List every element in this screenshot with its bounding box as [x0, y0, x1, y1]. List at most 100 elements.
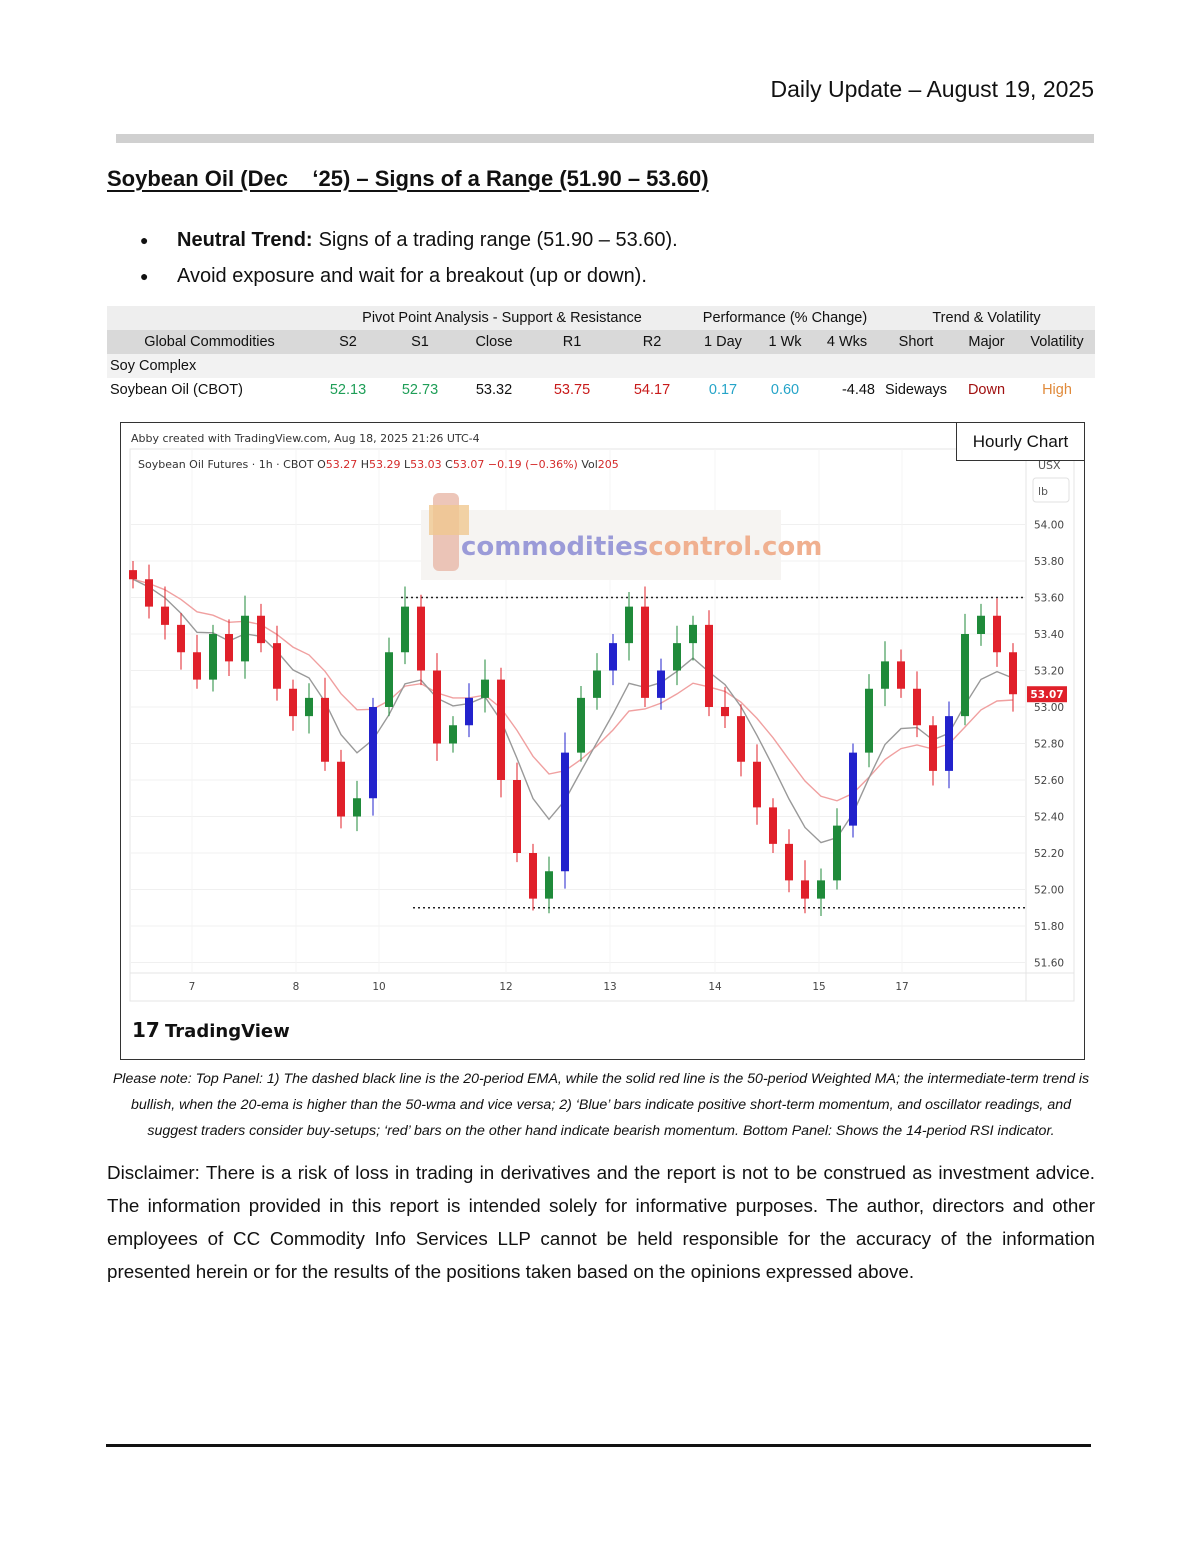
candle-body	[801, 880, 809, 899]
column-header: Short	[878, 330, 954, 354]
candle-body	[161, 606, 169, 625]
bullet-text: Signs of a trading range (51.90 – 53.60)…	[318, 228, 678, 251]
legend-change: −0.19 (−0.36%)	[488, 458, 578, 471]
candle-body	[609, 643, 617, 671]
candle-body	[305, 697, 313, 717]
time-tick-label: 8	[293, 981, 300, 993]
column-header: R1	[532, 330, 612, 354]
candle-body	[145, 579, 153, 607]
candle-body	[465, 697, 473, 726]
watermark: commoditiescontrol.com	[421, 493, 822, 580]
column-header: Close	[456, 330, 532, 354]
legend-low: 53.03	[410, 458, 442, 471]
table-group-header-row: Pivot Point Analysis - Support & Resista…	[107, 306, 1095, 330]
legend-vol-label: Vol	[581, 458, 597, 471]
tradingview-logo: 17 TradingView	[132, 1018, 290, 1042]
price-tick-label: 51.60	[1034, 958, 1064, 970]
candle-body	[225, 634, 233, 662]
column-header: Volatility	[1019, 330, 1095, 354]
candle-body	[449, 725, 457, 744]
candle-body	[497, 679, 505, 780]
candle-body	[209, 634, 217, 680]
trend-short: Sideways	[878, 378, 954, 402]
table-row: Soybean Oil (CBOT) 52.13 52.73 53.32 53.…	[107, 378, 1095, 402]
bullet-text: Avoid exposure and wait for a breakout (…	[177, 264, 647, 287]
tradingview-logo-icon: 17	[132, 1018, 160, 1042]
bullet-item: ● Neutral Trend: Signs of a trading rang…	[140, 222, 678, 258]
legend-close-label: C	[445, 458, 453, 471]
watermark-bg	[421, 510, 781, 580]
bullet-dot-icon: ●	[140, 232, 149, 248]
candle-body	[737, 716, 745, 762]
trend-group-header: Trend & Volatility	[878, 306, 1095, 330]
price-axis: 54.00 53.80 53.60 53.40 53.20 53.00 52.80 52.60…	[1034, 520, 1064, 970]
watermark-scale-icon	[429, 505, 469, 535]
time-axis: 7 8 10 12 13 14 15 17	[189, 981, 909, 993]
candle-body	[705, 624, 713, 707]
candle-body	[929, 725, 937, 771]
price-tick-label: 52.20	[1034, 848, 1064, 860]
last-price-badge	[1027, 686, 1067, 703]
candle-body	[193, 652, 201, 680]
candle-body	[513, 780, 521, 853]
candle-body	[945, 716, 953, 771]
candle-body	[641, 606, 649, 698]
key-points-list: ● Neutral Trend: Signs of a trading rang…	[140, 222, 678, 294]
candle-body	[849, 752, 857, 826]
price-tick-label: 54.00	[1034, 520, 1064, 532]
legend-open-label: O	[317, 458, 326, 471]
price-tick-label: 51.80	[1034, 921, 1064, 933]
table-section-row: Soy Complex	[107, 354, 1095, 378]
change-1day: 0.17	[692, 378, 754, 402]
candle-body	[401, 606, 409, 653]
candle-body	[769, 807, 777, 844]
candle-body	[353, 798, 361, 817]
column-header: 1 Wk	[754, 330, 816, 354]
time-tick-label: 17	[895, 981, 908, 993]
pivot-group-header: Pivot Point Analysis - Support & Resista…	[312, 306, 692, 330]
r2-value: 54.17	[612, 378, 692, 402]
change-1wk: 0.60	[754, 378, 816, 402]
candle-body	[977, 615, 985, 634]
report-headline: Soybean Oil (Dec ‘25) – Signs of a Range…	[107, 166, 709, 191]
unit-label: lb	[1038, 485, 1048, 498]
candle-body	[897, 661, 905, 689]
price-tick-label: 53.00	[1034, 702, 1064, 714]
unit-box[interactable]	[1032, 477, 1070, 503]
candle-body	[273, 643, 281, 689]
candle-body	[385, 652, 393, 707]
s1-value: 52.73	[384, 378, 456, 402]
candle-body	[785, 843, 793, 881]
candle-body	[481, 679, 489, 698]
candle-body	[593, 670, 601, 698]
bullet-item: ● Avoid exposure and wait for a breakout…	[140, 258, 678, 294]
price-tick-label: 53.80	[1034, 556, 1064, 568]
candle-body	[657, 670, 665, 698]
time-tick-label: 7	[189, 981, 196, 993]
candles	[129, 561, 1017, 916]
candle-body	[673, 643, 681, 671]
column-header: 1 Day	[692, 330, 754, 354]
section-label: Soy Complex	[107, 354, 1095, 378]
price-tick-label: 52.80	[1034, 739, 1064, 751]
candle-body	[177, 624, 185, 653]
trend-major: Down	[954, 378, 1019, 402]
watermark-text-1: commodities	[461, 532, 648, 562]
pivot-table: Pivot Point Analysis - Support & Resista…	[107, 306, 1095, 402]
column-header: 4 Wks	[816, 330, 878, 354]
column-header: S1	[384, 330, 456, 354]
candle-body	[833, 825, 841, 881]
price-tick-label: 52.40	[1034, 812, 1064, 824]
price-chart: commoditiescontrol.com 54.00 53.80 53.60 53…	[129, 432, 1075, 1042]
legend-high-label: H	[361, 458, 369, 471]
candle-body	[1009, 652, 1017, 695]
last-price-label: 53.07	[1030, 689, 1063, 701]
candle-body	[129, 570, 137, 580]
wma-50-line	[132, 578, 1014, 802]
column-header: R2	[612, 330, 692, 354]
candle-body	[753, 761, 761, 808]
candle-body	[993, 615, 1001, 653]
candle-body	[961, 634, 969, 717]
close-value: 53.32	[456, 378, 532, 402]
chart-note: Please note: Top Panel: 1) The dashed bl…	[112, 1071, 1090, 1139]
